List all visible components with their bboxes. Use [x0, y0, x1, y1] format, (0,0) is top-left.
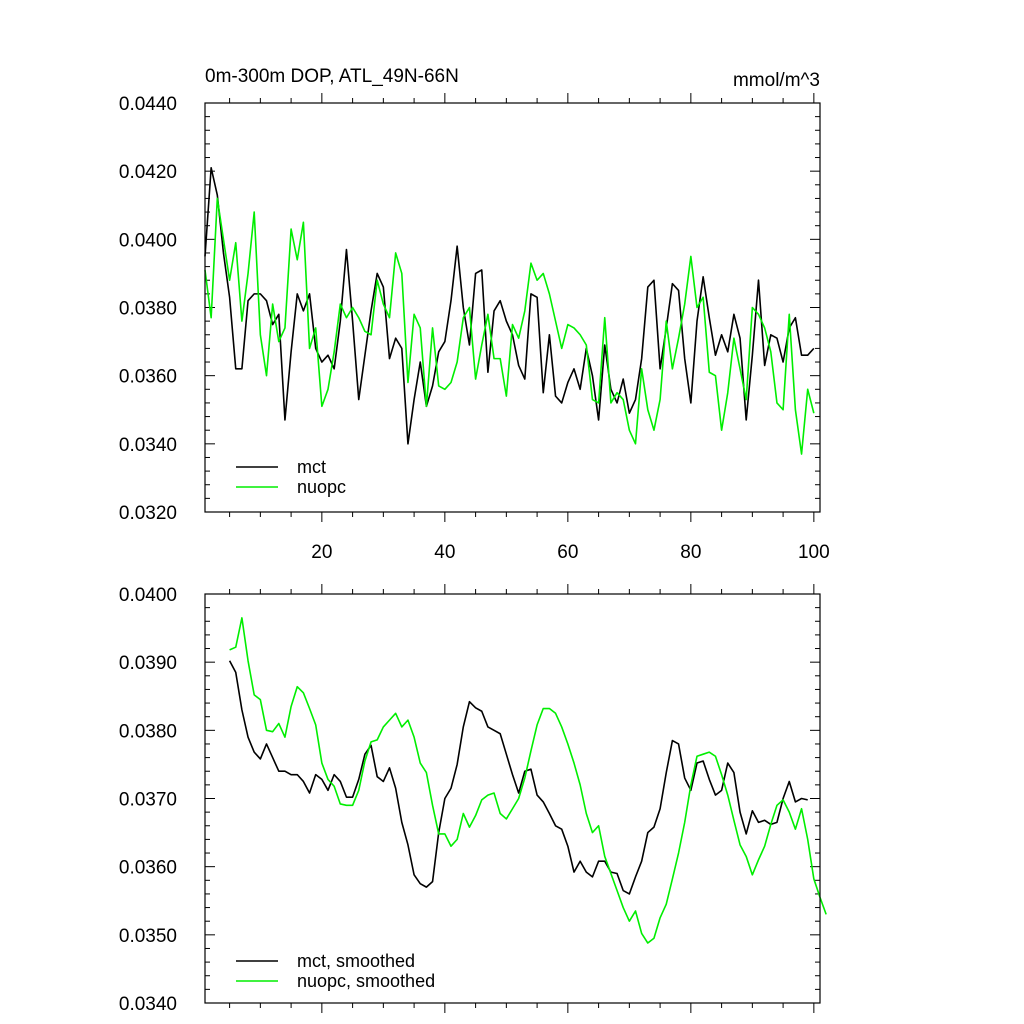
y-tick-label: 0.0400	[119, 585, 177, 606]
bottom-y-tick-labels: 0.0340 0.0350 0.0360 0.0370 0.0380 0.0390 0.04…	[119, 585, 177, 1015]
bottom-panel: 0.0340 0.0350 0.0360 0.0370 0.0380 0.0390 0.04…	[119, 584, 827, 1015]
top-chart-title: 0m-300m DOP, ATL_49N-66N	[205, 66, 459, 87]
y-tick-label: 0.0360	[119, 367, 177, 388]
x-tick-label: 60	[557, 542, 578, 563]
bottom-series-lines	[228, 617, 827, 944]
y-tick-label: 0.0340	[119, 435, 177, 456]
series-line-mct-smoothed	[228, 660, 808, 895]
y-tick-label: 0.0320	[119, 503, 177, 524]
top-series-lines	[204, 166, 815, 455]
y-tick-label: 0.0380	[119, 721, 177, 742]
top-plot-frame	[204, 102, 821, 513]
x-tick-label: 80	[680, 542, 701, 563]
y-tick-label: 0.0360	[119, 858, 177, 879]
x-tick-label: 100	[798, 542, 830, 563]
y-tick-label: 0.0400	[119, 230, 177, 251]
y-tick-label: 0.0380	[119, 299, 177, 320]
y-tick-label: 0.0440	[119, 94, 177, 115]
legend-label: mct, smoothed	[297, 951, 415, 971]
top-panel: 0m-300m DOP, ATL_49N-66N mmol/m^3 0.0320…	[119, 66, 830, 563]
y-tick-label: 0.0420	[119, 162, 177, 183]
legend-label: nuopc, smoothed	[297, 971, 435, 991]
y-tick-label: 0.0350	[119, 926, 177, 947]
bottom-plot-frame	[204, 593, 821, 1004]
top-chart-units: mmol/m^3	[733, 70, 820, 91]
y-tick-label: 0.0370	[119, 790, 177, 811]
x-tick-label: 40	[434, 542, 455, 563]
top-x-tick-labels: 20 40 60 80 100	[311, 542, 829, 563]
series-line-nuopc	[204, 197, 815, 455]
bottom-axis-ticks	[205, 584, 820, 1013]
x-tick-label: 20	[311, 542, 332, 563]
series-line-mct	[204, 166, 815, 445]
series-line-nuopc-smoothed	[229, 617, 827, 944]
y-tick-label: 0.0340	[119, 994, 177, 1015]
top-y-tick-labels: 0.0320 0.0340 0.0360 0.0380 0.0400 0.0420 0.04…	[119, 94, 177, 524]
legend-label: nuopc	[297, 477, 346, 497]
legend-label: mct	[297, 457, 326, 477]
y-tick-label: 0.0390	[119, 653, 177, 674]
